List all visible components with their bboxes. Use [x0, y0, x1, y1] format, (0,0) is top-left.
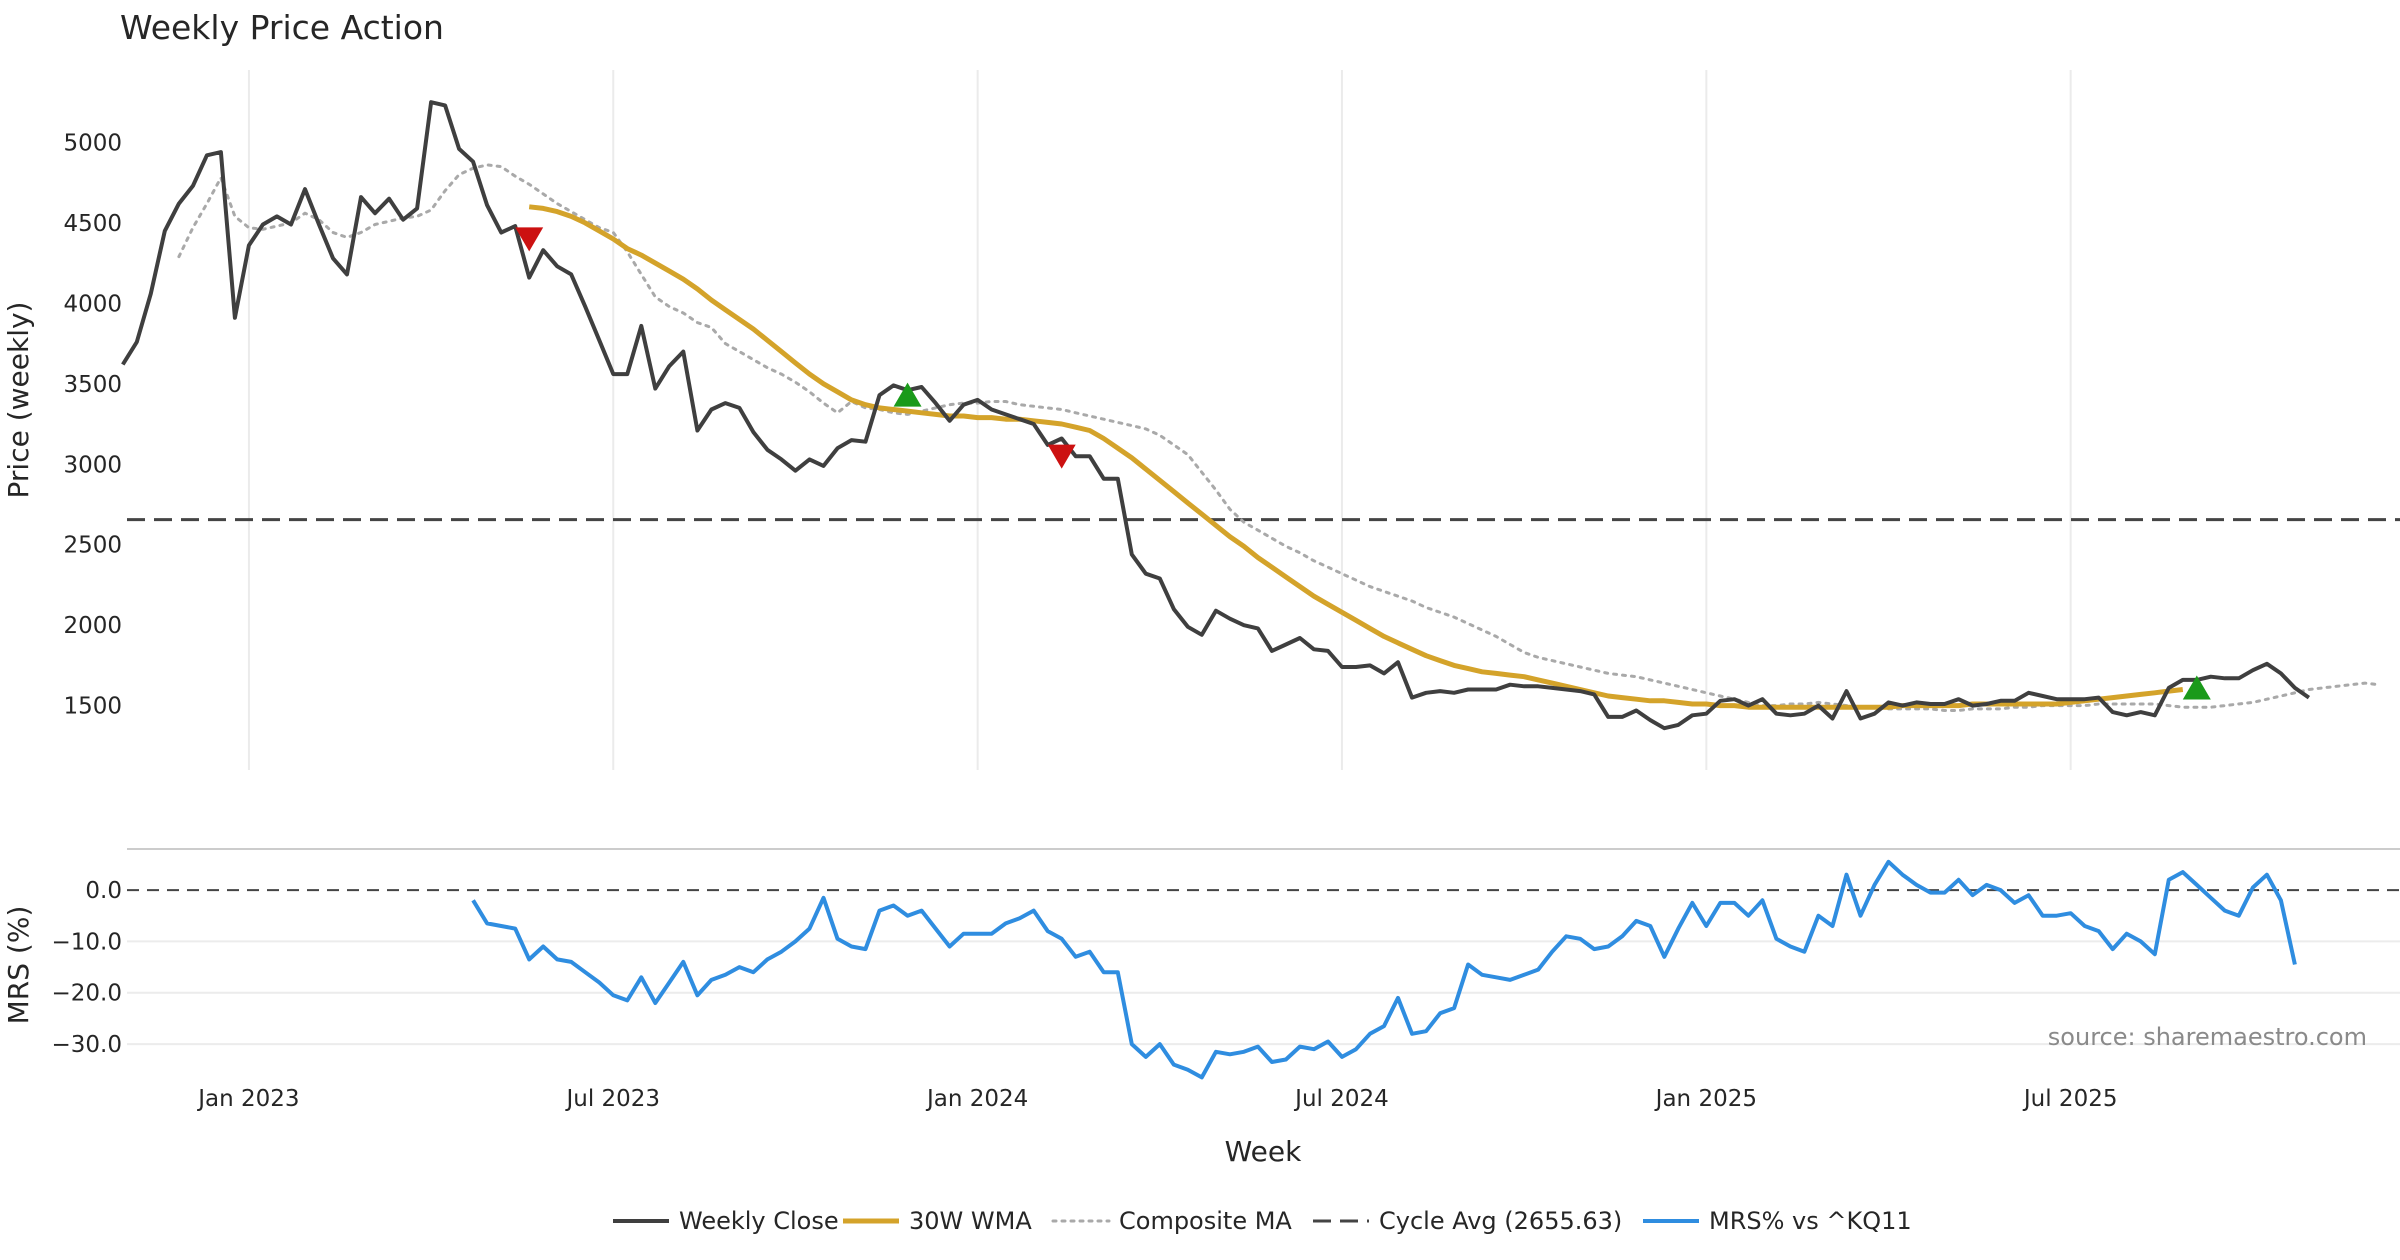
- mrs-y-axis-label: MRS (%): [2, 906, 35, 1025]
- mrs-ytick-label-neg10: −10.0: [52, 929, 122, 955]
- legend-label-mrs-vs-kq11: MRS% vs ^KQ11: [1709, 1207, 1912, 1235]
- xtick-label-jan-2023: Jan 2023: [196, 1086, 299, 1112]
- signal-markers: [515, 227, 2211, 700]
- buy-signal-marker-2: [893, 382, 922, 407]
- price-ytick-label-3000: 3000: [63, 452, 122, 478]
- xtick-label-jan-2025: Jan 2025: [1654, 1086, 1757, 1112]
- buy-signal-marker-4: [2182, 675, 2211, 700]
- legend-item-30w-wma: 30W WMA: [843, 1207, 1032, 1235]
- price-ytick-label-5000: 5000: [63, 130, 122, 156]
- weekly-close-line: [121, 100, 2311, 731]
- xtick-label-jul-2024: Jul 2024: [1293, 1086, 1389, 1112]
- xtick-label-jul-2025: Jul 2025: [2022, 1086, 2118, 1112]
- composite-ma-line: [177, 163, 2381, 712]
- price-ytick-label-2500: 2500: [63, 533, 122, 559]
- sell-signal-marker-1: [515, 227, 544, 252]
- legend-label-composite-ma: Composite MA: [1119, 1207, 1292, 1235]
- xtick-label-jul-2023: Jul 2023: [564, 1086, 660, 1112]
- x-axis-label: Week: [1225, 1135, 1302, 1168]
- legend: Weekly Close 30W WMA Composite MA Cycle Avg…: [613, 1207, 1912, 1235]
- sell-signal-marker-3: [1047, 444, 1076, 469]
- x-axis-ticks: Jan 2023 Jul 2023 Jan 2024 Jul 2024 Jan 2025…: [196, 1086, 2117, 1112]
- price-y-axis-label: Price (weekly): [2, 302, 35, 499]
- mrs-y-axis-ticks: 0.0 −10.0 −20.0 −30.0: [52, 878, 122, 1058]
- chart-title: Weekly Price Action: [120, 8, 444, 47]
- price-y-axis-ticks: 1500 2000 2500 3000 3500 4000 4500 5000: [63, 130, 122, 719]
- legend-item-mrs-vs-kq11: MRS% vs ^KQ11: [1643, 1207, 1912, 1235]
- xtick-label-jan-2024: Jan 2024: [925, 1086, 1028, 1112]
- mrs-ytick-label-0: 0.0: [85, 878, 122, 904]
- source-credit: source: sharemaestro.com: [2048, 1023, 2367, 1051]
- price-ytick-label-1500: 1500: [63, 694, 122, 720]
- mrs-ytick-label-neg20: −20.0: [52, 981, 122, 1007]
- legend-label-30w-wma: 30W WMA: [909, 1207, 1032, 1235]
- price-ytick-label-2000: 2000: [63, 613, 122, 639]
- price-ytick-label-4000: 4000: [63, 291, 122, 317]
- price-ytick-label-4500: 4500: [63, 211, 122, 237]
- legend-item-weekly-close: Weekly Close: [613, 1207, 839, 1235]
- legend-item-cycle-avg-2655-63: Cycle Avg (2655.63): [1313, 1207, 1622, 1235]
- mrs-panel-gridlines: [127, 940, 2400, 1046]
- price-ytick-label-3500: 3500: [63, 372, 122, 398]
- mrs-line: [471, 859, 2297, 1080]
- legend-item-composite-ma: Composite MA: [1051, 1207, 1292, 1235]
- legend-label-weekly-close: Weekly Close: [679, 1207, 839, 1235]
- mrs-ytick-label-neg30: −30.0: [52, 1032, 122, 1058]
- legend-label-cycle-avg-2655-63: Cycle Avg (2655.63): [1379, 1207, 1622, 1235]
